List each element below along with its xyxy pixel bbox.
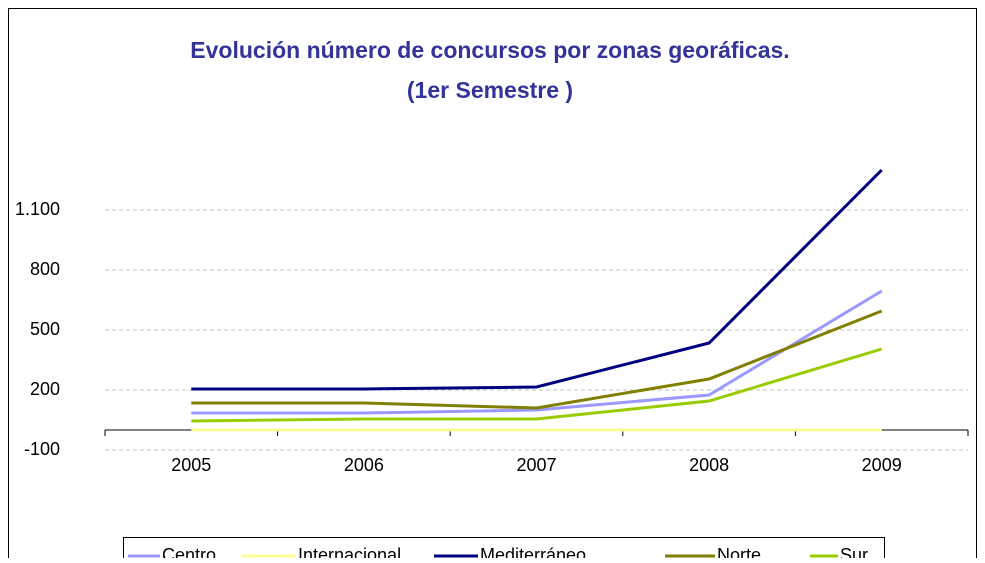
series-line <box>191 168 883 391</box>
legend-label: Internacional <box>298 545 401 558</box>
x-tick-label: 2008 <box>689 455 729 475</box>
legend-label: Sur <box>840 545 868 558</box>
chart-subtitle: (1er Semestre ) <box>407 77 573 103</box>
x-tick-label: 2007 <box>516 455 556 475</box>
legend-label: Norte <box>717 545 761 558</box>
x-tick-label: 2005 <box>171 455 211 475</box>
chart-title: Evolución número de concursos por zonas … <box>190 37 789 63</box>
series-line <box>191 289 883 415</box>
chart-frame <box>8 8 977 563</box>
y-tick-label: -100 <box>24 439 60 459</box>
x-tick-label: 2009 <box>862 455 902 475</box>
plot-area <box>191 168 883 432</box>
series-line <box>191 347 883 423</box>
y-tick-label: 500 <box>30 319 60 339</box>
x-tick-label: 2006 <box>344 455 384 475</box>
legend-label: Centro <box>162 545 216 558</box>
y-tick-label: 1.100 <box>15 199 60 219</box>
y-tick-label: 800 <box>30 259 60 279</box>
series-line <box>191 309 883 410</box>
legend-label: Mediterráneo <box>480 545 586 558</box>
y-tick-label: 200 <box>30 379 60 399</box>
